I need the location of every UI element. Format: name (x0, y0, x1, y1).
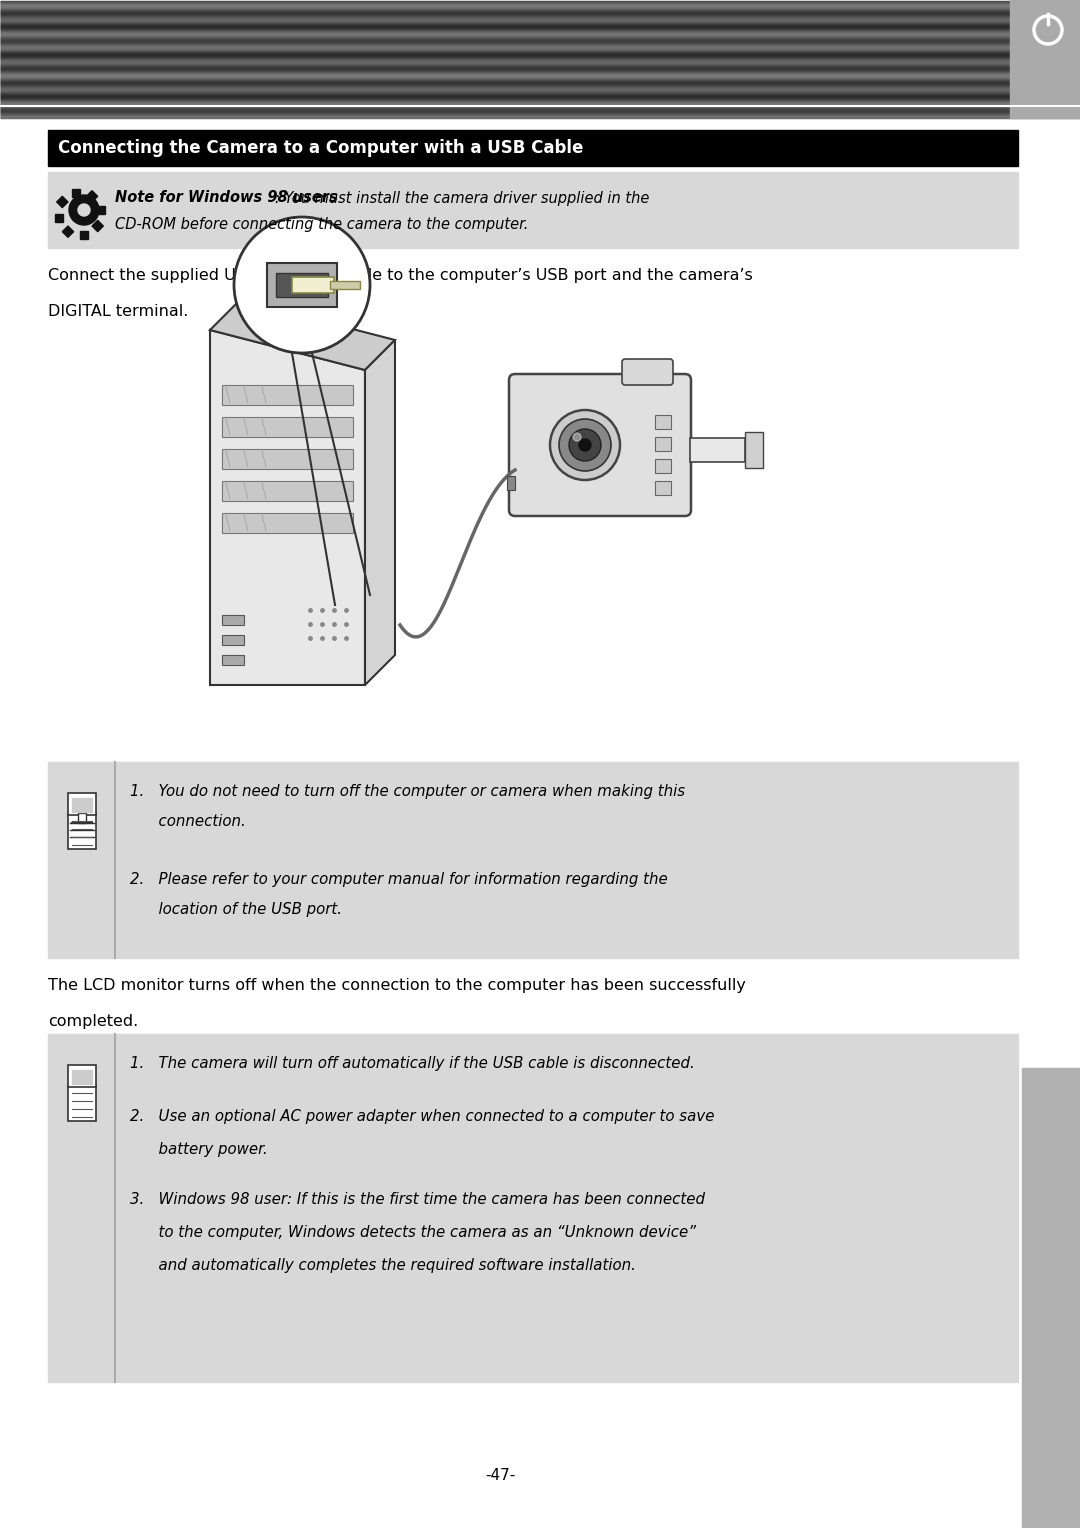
FancyBboxPatch shape (622, 359, 673, 385)
Polygon shape (365, 341, 395, 685)
Bar (68, 793, 96, 814)
Bar (92, 220, 104, 232)
Bar (654, 481, 671, 495)
Text: -47-: -47- (485, 1468, 515, 1484)
Bar (48, 762, 1018, 958)
Bar (97, 206, 105, 214)
Text: 1.   You do not need to turn off the computer or camera when making this: 1. You do not need to turn off the compu… (130, 784, 685, 799)
Bar (222, 417, 353, 437)
Bar (68, 1065, 96, 1086)
Bar (292, 277, 334, 293)
Text: to the computer, Windows detects the camera as an “Unknown device”: to the computer, Windows detects the cam… (130, 1225, 696, 1241)
Bar (690, 439, 745, 461)
Text: and automatically completes the required software installation.: and automatically completes the required… (130, 1258, 636, 1273)
Polygon shape (210, 299, 395, 370)
Circle shape (559, 419, 611, 471)
Text: completed.: completed. (48, 1015, 138, 1028)
Bar (68, 1085, 96, 1122)
Bar (1010, 0, 1080, 118)
Bar (222, 614, 244, 625)
Text: 1.   The camera will turn off automatically if the USB cable is disconnected.: 1. The camera will turn off automaticall… (130, 1056, 694, 1071)
Bar (72, 189, 80, 197)
Bar (68, 813, 96, 850)
Bar (80, 231, 87, 238)
FancyBboxPatch shape (509, 374, 691, 516)
Bar (654, 458, 671, 474)
Bar (222, 449, 353, 469)
Bar (48, 173, 1018, 248)
Text: The LCD monitor turns off when the connection to the computer has been successfu: The LCD monitor turns off when the conne… (48, 978, 746, 993)
Text: Note for Windows 98 users: Note for Windows 98 users (114, 191, 338, 205)
Text: Connecting the Camera to a Computer with a USB Cable: Connecting the Camera to a Computer with… (58, 139, 583, 157)
Bar (63, 226, 73, 237)
Bar (654, 437, 671, 451)
Bar (56, 196, 68, 208)
Text: : You must install the camera driver supplied in the: : You must install the camera driver sup… (275, 191, 649, 205)
Bar (1022, 1068, 1080, 1528)
Text: 3.   Windows 98 user: If this is the first time the camera has been connected: 3. Windows 98 user: If this is the first… (130, 1192, 705, 1207)
Circle shape (573, 432, 581, 442)
Bar (745, 432, 762, 468)
Bar (48, 1034, 1018, 1381)
Bar (507, 477, 515, 490)
Circle shape (579, 439, 591, 451)
Bar (267, 263, 337, 307)
Bar (654, 416, 671, 429)
Bar (222, 656, 244, 665)
Circle shape (569, 429, 600, 461)
Text: connection.: connection. (130, 814, 246, 830)
Bar (55, 214, 63, 222)
Bar (72, 798, 92, 811)
Bar (222, 513, 353, 533)
Bar (222, 636, 244, 645)
Polygon shape (210, 330, 365, 685)
Text: 2.   Please refer to your computer manual for information regarding the: 2. Please refer to your computer manual … (130, 872, 667, 886)
Text: DIGITAL terminal.: DIGITAL terminal. (48, 304, 188, 319)
Bar (330, 281, 360, 289)
Bar (276, 274, 328, 296)
Text: battery power.: battery power. (130, 1141, 268, 1157)
Text: 2.   Use an optional AC power adapter when connected to a computer to save: 2. Use an optional AC power adapter when… (130, 1109, 715, 1125)
Bar (72, 1070, 92, 1083)
Circle shape (78, 205, 90, 215)
Bar (86, 191, 97, 202)
Circle shape (550, 410, 620, 480)
Bar (78, 813, 86, 824)
Text: location of the USB port.: location of the USB port. (130, 902, 342, 917)
Bar (222, 385, 353, 405)
Bar (222, 481, 353, 501)
Text: Connect the supplied USB interface cable to the computer’s USB port and the came: Connect the supplied USB interface cable… (48, 267, 753, 283)
Bar (48, 130, 1018, 167)
Circle shape (69, 196, 99, 225)
Text: CD-ROM before connecting the camera to the computer.: CD-ROM before connecting the camera to t… (114, 217, 528, 232)
Circle shape (234, 217, 370, 353)
